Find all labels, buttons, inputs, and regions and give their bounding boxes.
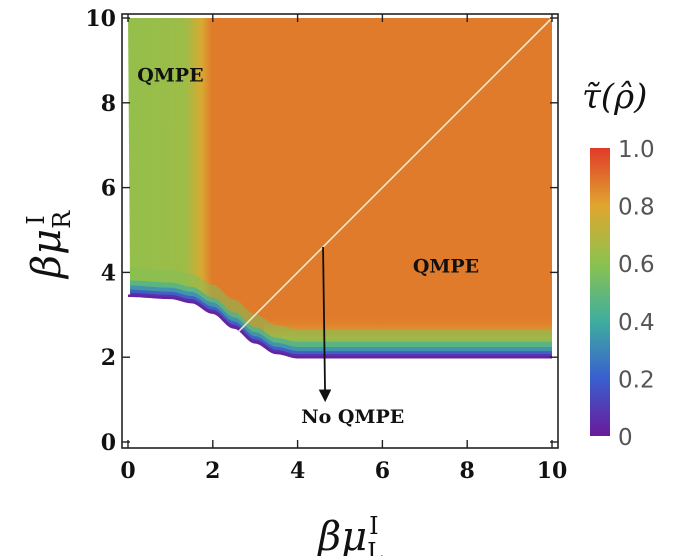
colorbar-label: τ̃(ρ̂) <box>582 77 647 117</box>
y-axis-label: βμRI <box>22 210 76 280</box>
x-tick-label: 10 <box>537 458 568 484</box>
colorbar-tick-label: 0.2 <box>618 367 655 393</box>
plot-border <box>121 13 559 449</box>
y-tick-label: 4 <box>101 260 116 286</box>
colorbar-tick-label: 0 <box>618 425 633 451</box>
x-tick-label: 8 <box>460 458 475 484</box>
x-tick-label: 6 <box>375 458 390 484</box>
region-label: No QMPE <box>301 406 404 428</box>
y-tick-label: 8 <box>101 91 116 117</box>
y-tick-label: 0 <box>101 430 116 456</box>
boundary-curve <box>127 294 552 359</box>
boundary-band <box>128 267 552 358</box>
heatmap-field <box>127 18 552 359</box>
y-tick-label: 6 <box>101 176 116 202</box>
plot-frame <box>121 13 559 449</box>
x-tick-label: 4 <box>290 458 305 484</box>
x-axis-label: βμLI <box>316 512 383 556</box>
x-tick-label: 2 <box>205 458 220 484</box>
region-label: QMPE <box>413 255 479 277</box>
axis-ticks: 0 2 4 6 8 10 0 2 4 6 8 10 <box>85 6 567 484</box>
diagonal-line <box>237 17 553 333</box>
y-tick-label: 2 <box>101 345 116 371</box>
region-label: QMPE <box>137 65 203 87</box>
colorbar-tick-label: 0.8 <box>618 195 655 221</box>
colorbar: 0 0.2 0.4 0.6 0.8 1.0 <box>590 137 655 451</box>
y-tick-label: 10 <box>85 6 116 32</box>
x-tick-label: 0 <box>120 458 135 484</box>
plot-overlay <box>237 17 553 403</box>
colorbar-tick-label: 0.6 <box>618 252 655 278</box>
colorbar-tick-label: 1.0 <box>618 137 655 163</box>
colorbar-tick-label: 0.4 <box>618 310 655 336</box>
region-labels: QMPE QMPE No QMPE <box>137 65 479 428</box>
arrow <box>318 246 332 403</box>
colorbar-bar <box>590 148 610 436</box>
